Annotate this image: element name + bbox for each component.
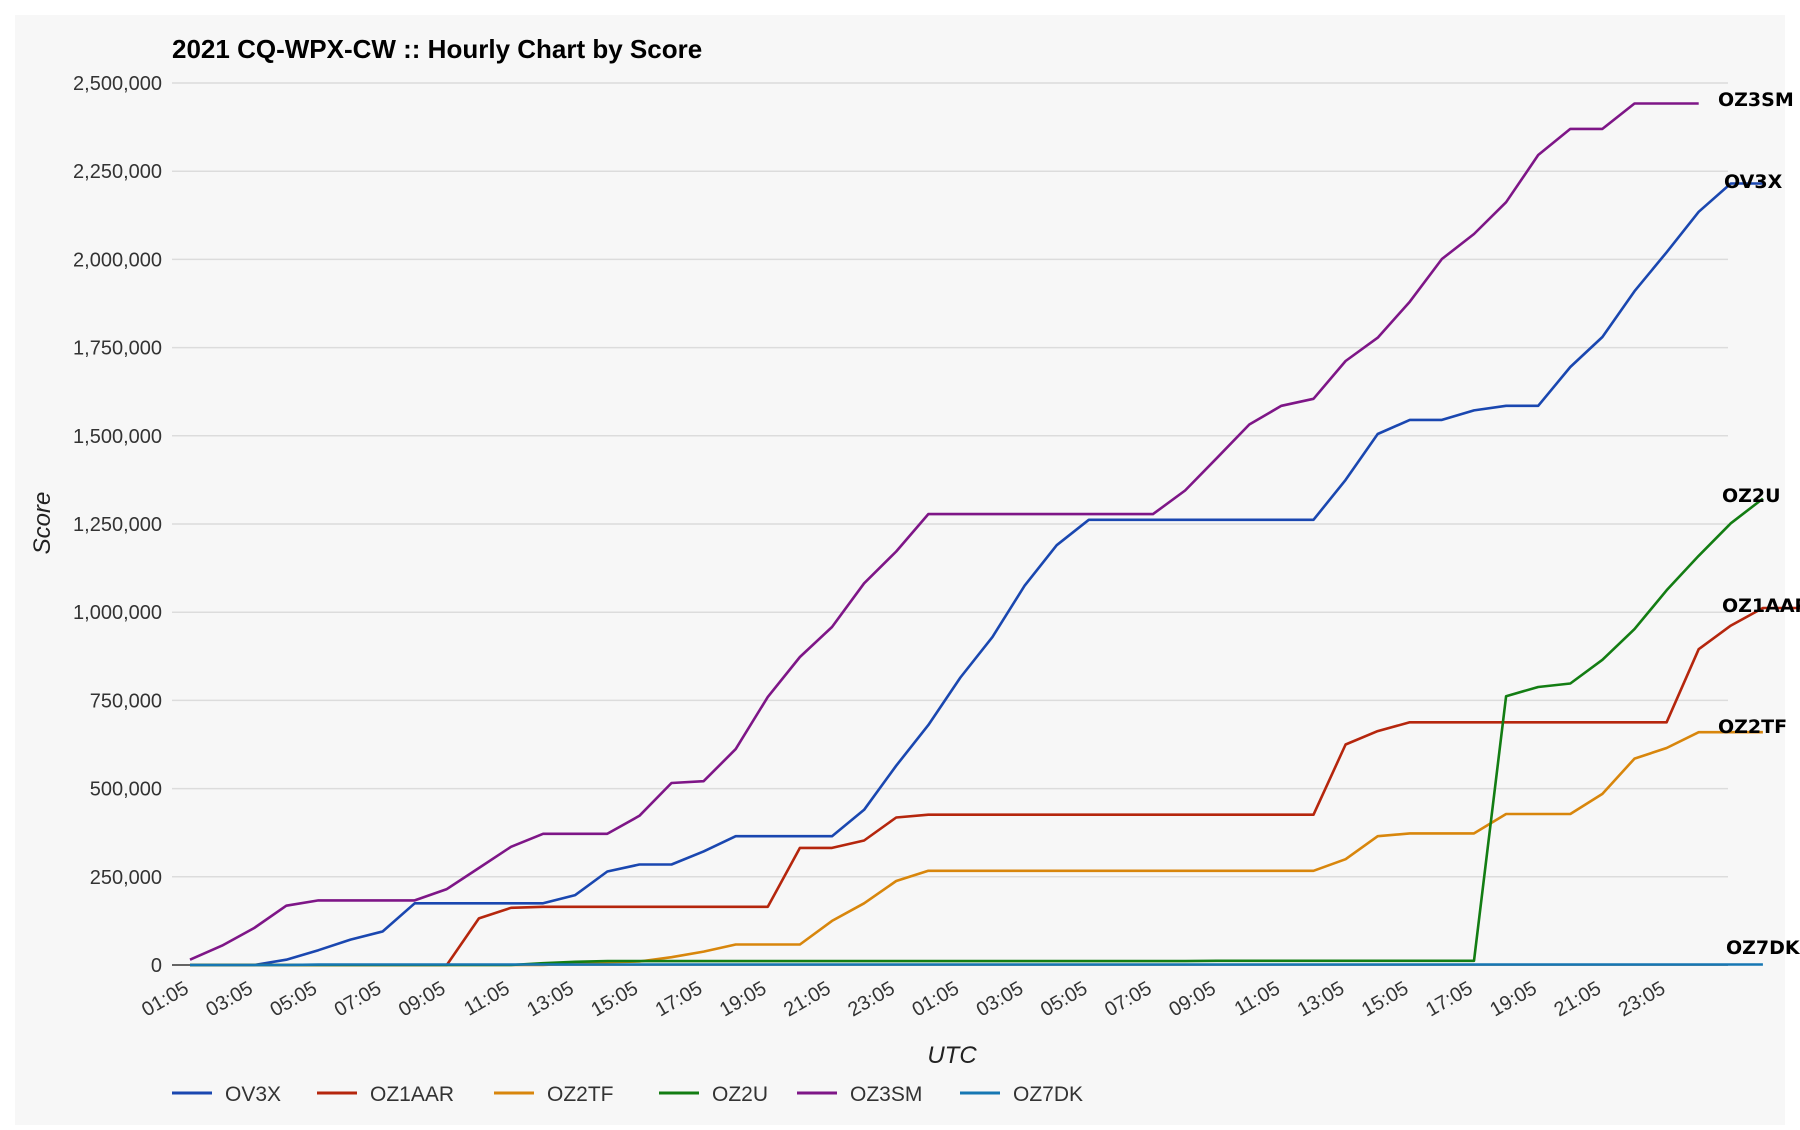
series-end-label: OZ7DK	[1726, 937, 1800, 959]
legend-label: OZ7DK	[1013, 1083, 1083, 1106]
y-tick-label: 0	[151, 955, 162, 977]
y-tick-label: 2,250,000	[73, 161, 162, 183]
y-axis-ticks: 0 250,000 500,000 750,000 1,000,000 1,250,000…	[73, 73, 162, 977]
legend-item: OZ1AAR	[317, 1083, 454, 1106]
y-tick-label: 1,000,000	[73, 602, 162, 624]
grid-lines	[172, 82, 1728, 878]
legend-label: OZ3SM	[850, 1083, 922, 1106]
legend-item: OZ2U	[659, 1083, 768, 1106]
series-line-oz7dk	[190, 963, 1763, 967]
series-line-oz1aar	[190, 606, 1800, 967]
legend-label: OZ1AAR	[370, 1083, 454, 1106]
series-end-label: OZ1AAR	[1722, 595, 1800, 617]
legend-label: OZ2U	[712, 1083, 768, 1106]
x-axis-title: UTC	[927, 1042, 977, 1069]
series-lines	[189, 102, 1800, 967]
legend-label: OZ2TF	[547, 1083, 614, 1106]
series-end-labels: OV3X OZ1AAR OZ2TF OZ2U OZ3SM OZ7DK	[1718, 89, 1800, 959]
y-tick-label: 250,000	[90, 867, 162, 889]
series-line-oz3sm	[189, 102, 1699, 961]
series-end-label: OZ2TF	[1718, 716, 1787, 738]
y-axis-title: Score	[29, 492, 56, 555]
y-tick-label: 1,750,000	[73, 338, 162, 360]
series-end-label: OZ2U	[1722, 485, 1781, 507]
legend-item: OV3X	[172, 1083, 281, 1106]
series-end-label: OZ3SM	[1718, 89, 1794, 111]
y-tick-label: 2,500,000	[73, 73, 162, 95]
y-tick-label: 1,250,000	[73, 514, 162, 536]
y-tick-label: 2,000,000	[73, 249, 162, 271]
y-tick-label: 500,000	[90, 779, 162, 801]
legend-item: OZ3SM	[797, 1083, 922, 1106]
y-tick-label: 750,000	[90, 690, 162, 712]
series-end-label: OV3X	[1724, 171, 1783, 193]
chart-title: 2021 CQ-WPX-CW :: Hourly Chart by Score	[172, 34, 702, 64]
legend-item: OZ7DK	[960, 1083, 1083, 1106]
legend-item: OZ2TF	[494, 1083, 614, 1106]
y-tick-label: 1,500,000	[73, 426, 162, 448]
series-line-ov3x	[190, 182, 1763, 967]
legend: OV3X OZ1AAR OZ2TF OZ2U OZ3SM OZ7DK	[172, 1083, 1083, 1106]
legend-label: OV3X	[225, 1083, 281, 1106]
chart-background	[15, 15, 1785, 1125]
